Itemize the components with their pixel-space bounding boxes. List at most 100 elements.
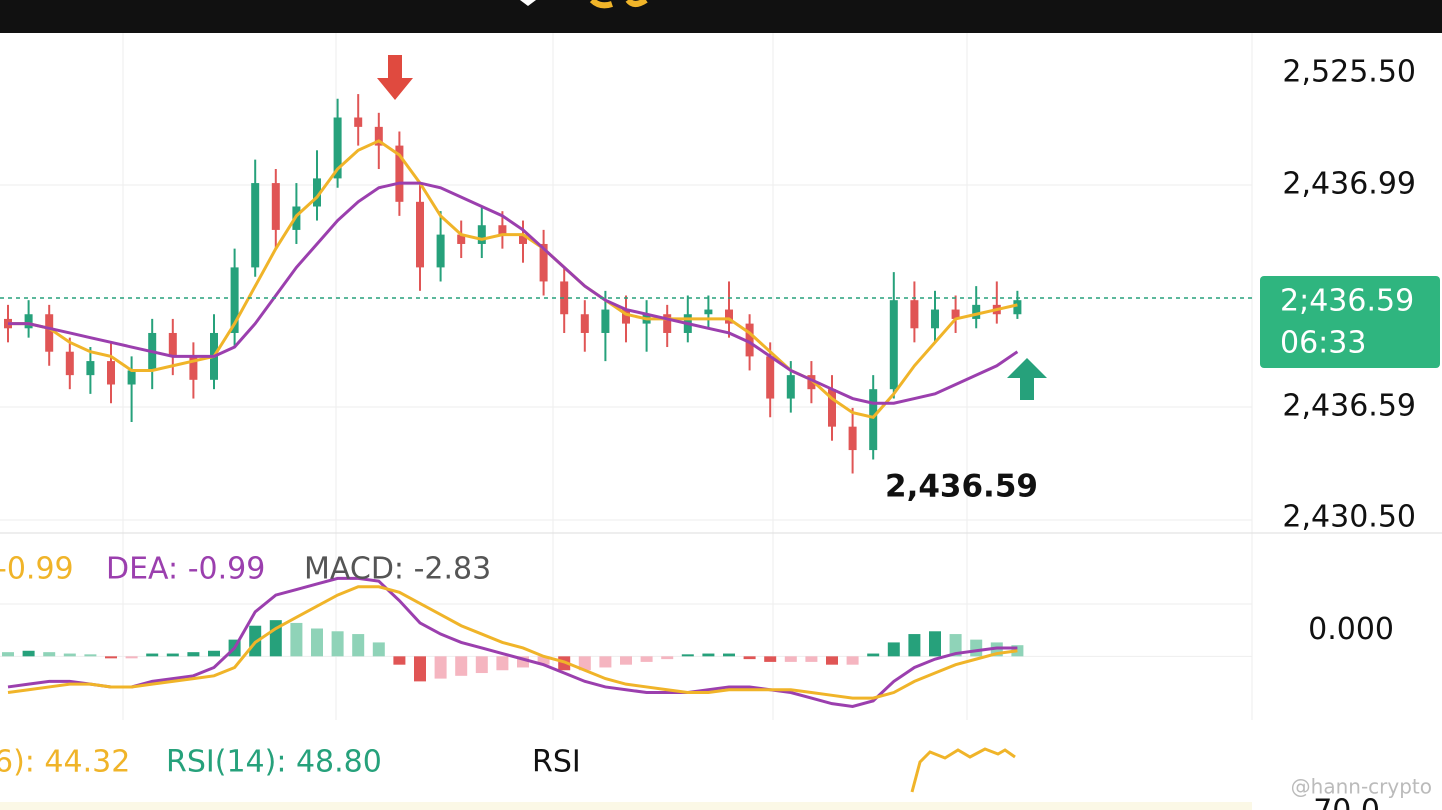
- macd-bar: [187, 652, 200, 657]
- rsi-axis-label: 70.0: [1313, 794, 1380, 810]
- candle-body: [828, 389, 836, 427]
- y-tick-label: 0.000: [1308, 612, 1394, 647]
- candle-body: [45, 314, 54, 352]
- macd-bar: [290, 622, 303, 657]
- bottom-strip: [0, 802, 1252, 810]
- candle-body: [745, 323, 754, 357]
- candle-body: [189, 356, 198, 380]
- macd-legend: -0.99: [0, 552, 74, 587]
- macd-bar: [208, 650, 220, 657]
- price-axis-label: 2,525.50: [1282, 55, 1416, 90]
- macd-bar: [63, 653, 76, 657]
- buy-arrow: [1007, 358, 1047, 400]
- macd-bar: [908, 634, 921, 657]
- candle-body: [931, 309, 939, 329]
- sell-arrow: [377, 55, 413, 100]
- macd-bar: [455, 656, 468, 676]
- candle-body: [848, 426, 857, 451]
- candle-body: [168, 332, 177, 357]
- candle-body: [580, 314, 589, 333]
- rsi-label: 6): 44.32: [0, 745, 130, 780]
- macd-line: [7, 576, 1018, 708]
- macd-bar: [929, 631, 941, 657]
- moving-average: [8, 139, 1018, 419]
- macd-bar: [434, 656, 447, 679]
- low-price-label: 2,436.59: [885, 469, 1038, 505]
- candle-body: [910, 300, 919, 329]
- macd-bar: [393, 656, 406, 665]
- current-price-box: [1260, 276, 1440, 368]
- candle-body: [416, 201, 424, 268]
- macd-bar: [166, 653, 179, 657]
- candle-body: [271, 183, 280, 230]
- top-icon: [589, 0, 648, 9]
- candle-body: [889, 300, 898, 390]
- macd-legend: MACD: -2.83: [304, 552, 491, 587]
- candle-body: [560, 281, 569, 315]
- macd-bar: [146, 653, 159, 657]
- macd-bar: [620, 656, 632, 665]
- macd-bar: [887, 642, 900, 657]
- price-axis-area: [1252, 33, 1442, 810]
- candle-body: [972, 304, 981, 319]
- macd-bar: [743, 656, 756, 660]
- macd-bar: [805, 656, 818, 662]
- candle-body: [457, 234, 466, 244]
- macd-bar: [826, 656, 838, 665]
- watermark: @hann-crypto: [1291, 775, 1432, 799]
- macd-bar: [599, 656, 612, 668]
- moving-average: [8, 181, 1019, 405]
- top-icon: [520, 0, 536, 6]
- macd-bar: [331, 631, 344, 657]
- candle-body: [1013, 300, 1022, 315]
- macd-bar: [846, 656, 859, 665]
- macd-bar: [949, 634, 962, 657]
- candle-body: [498, 225, 507, 235]
- candle-body: [725, 309, 733, 324]
- candle-body: [477, 225, 486, 244]
- candle-body: [622, 309, 630, 324]
- grid: [0, 33, 1442, 720]
- macd-bar: [661, 656, 674, 660]
- macd-bar: [496, 656, 509, 671]
- candle-body: [65, 351, 74, 376]
- macd-bar: [475, 656, 488, 674]
- rsi-label: RSI: [532, 745, 581, 780]
- candle-body: [951, 309, 960, 319]
- macd-bar: [517, 656, 529, 668]
- candle-body: [539, 243, 548, 282]
- candle-body: [519, 234, 527, 244]
- macd-line: [7, 585, 1018, 700]
- price-axis-label: 2,430.50: [1282, 500, 1416, 535]
- candle-body: [127, 370, 136, 385]
- macd-bar: [352, 634, 365, 657]
- price-axis-label: 2,436.59: [1282, 389, 1416, 424]
- macd-bar: [702, 653, 715, 657]
- macd-bar: [578, 656, 591, 671]
- macd-bar: [764, 656, 777, 662]
- macd-bar: [970, 639, 983, 657]
- macd-bar: [681, 654, 694, 657]
- rsi-line: [910, 747, 1016, 793]
- macd-bar: [784, 656, 797, 662]
- candle-body: [704, 309, 713, 315]
- macd-bar: [414, 656, 426, 682]
- candle-body: [601, 309, 610, 333]
- candle-body: [766, 356, 775, 399]
- candle-body: [230, 267, 239, 333]
- candle-body: [354, 117, 363, 127]
- candle-body: [333, 117, 342, 179]
- macd-bar: [22, 650, 35, 657]
- candle-body: [313, 178, 321, 207]
- candle-body: [374, 126, 383, 146]
- candle-body: [807, 375, 816, 390]
- macd-bar: [125, 656, 138, 659]
- current-price: 2;436.59: [1280, 284, 1414, 319]
- candle-body: [869, 389, 878, 451]
- macd-bar: [84, 654, 97, 657]
- price-axis-label: 2,436.99: [1282, 167, 1416, 202]
- candle-body: [24, 314, 33, 329]
- macd-bar: [311, 628, 323, 657]
- macd-bar: [105, 656, 117, 659]
- macd-bar: [2, 652, 14, 657]
